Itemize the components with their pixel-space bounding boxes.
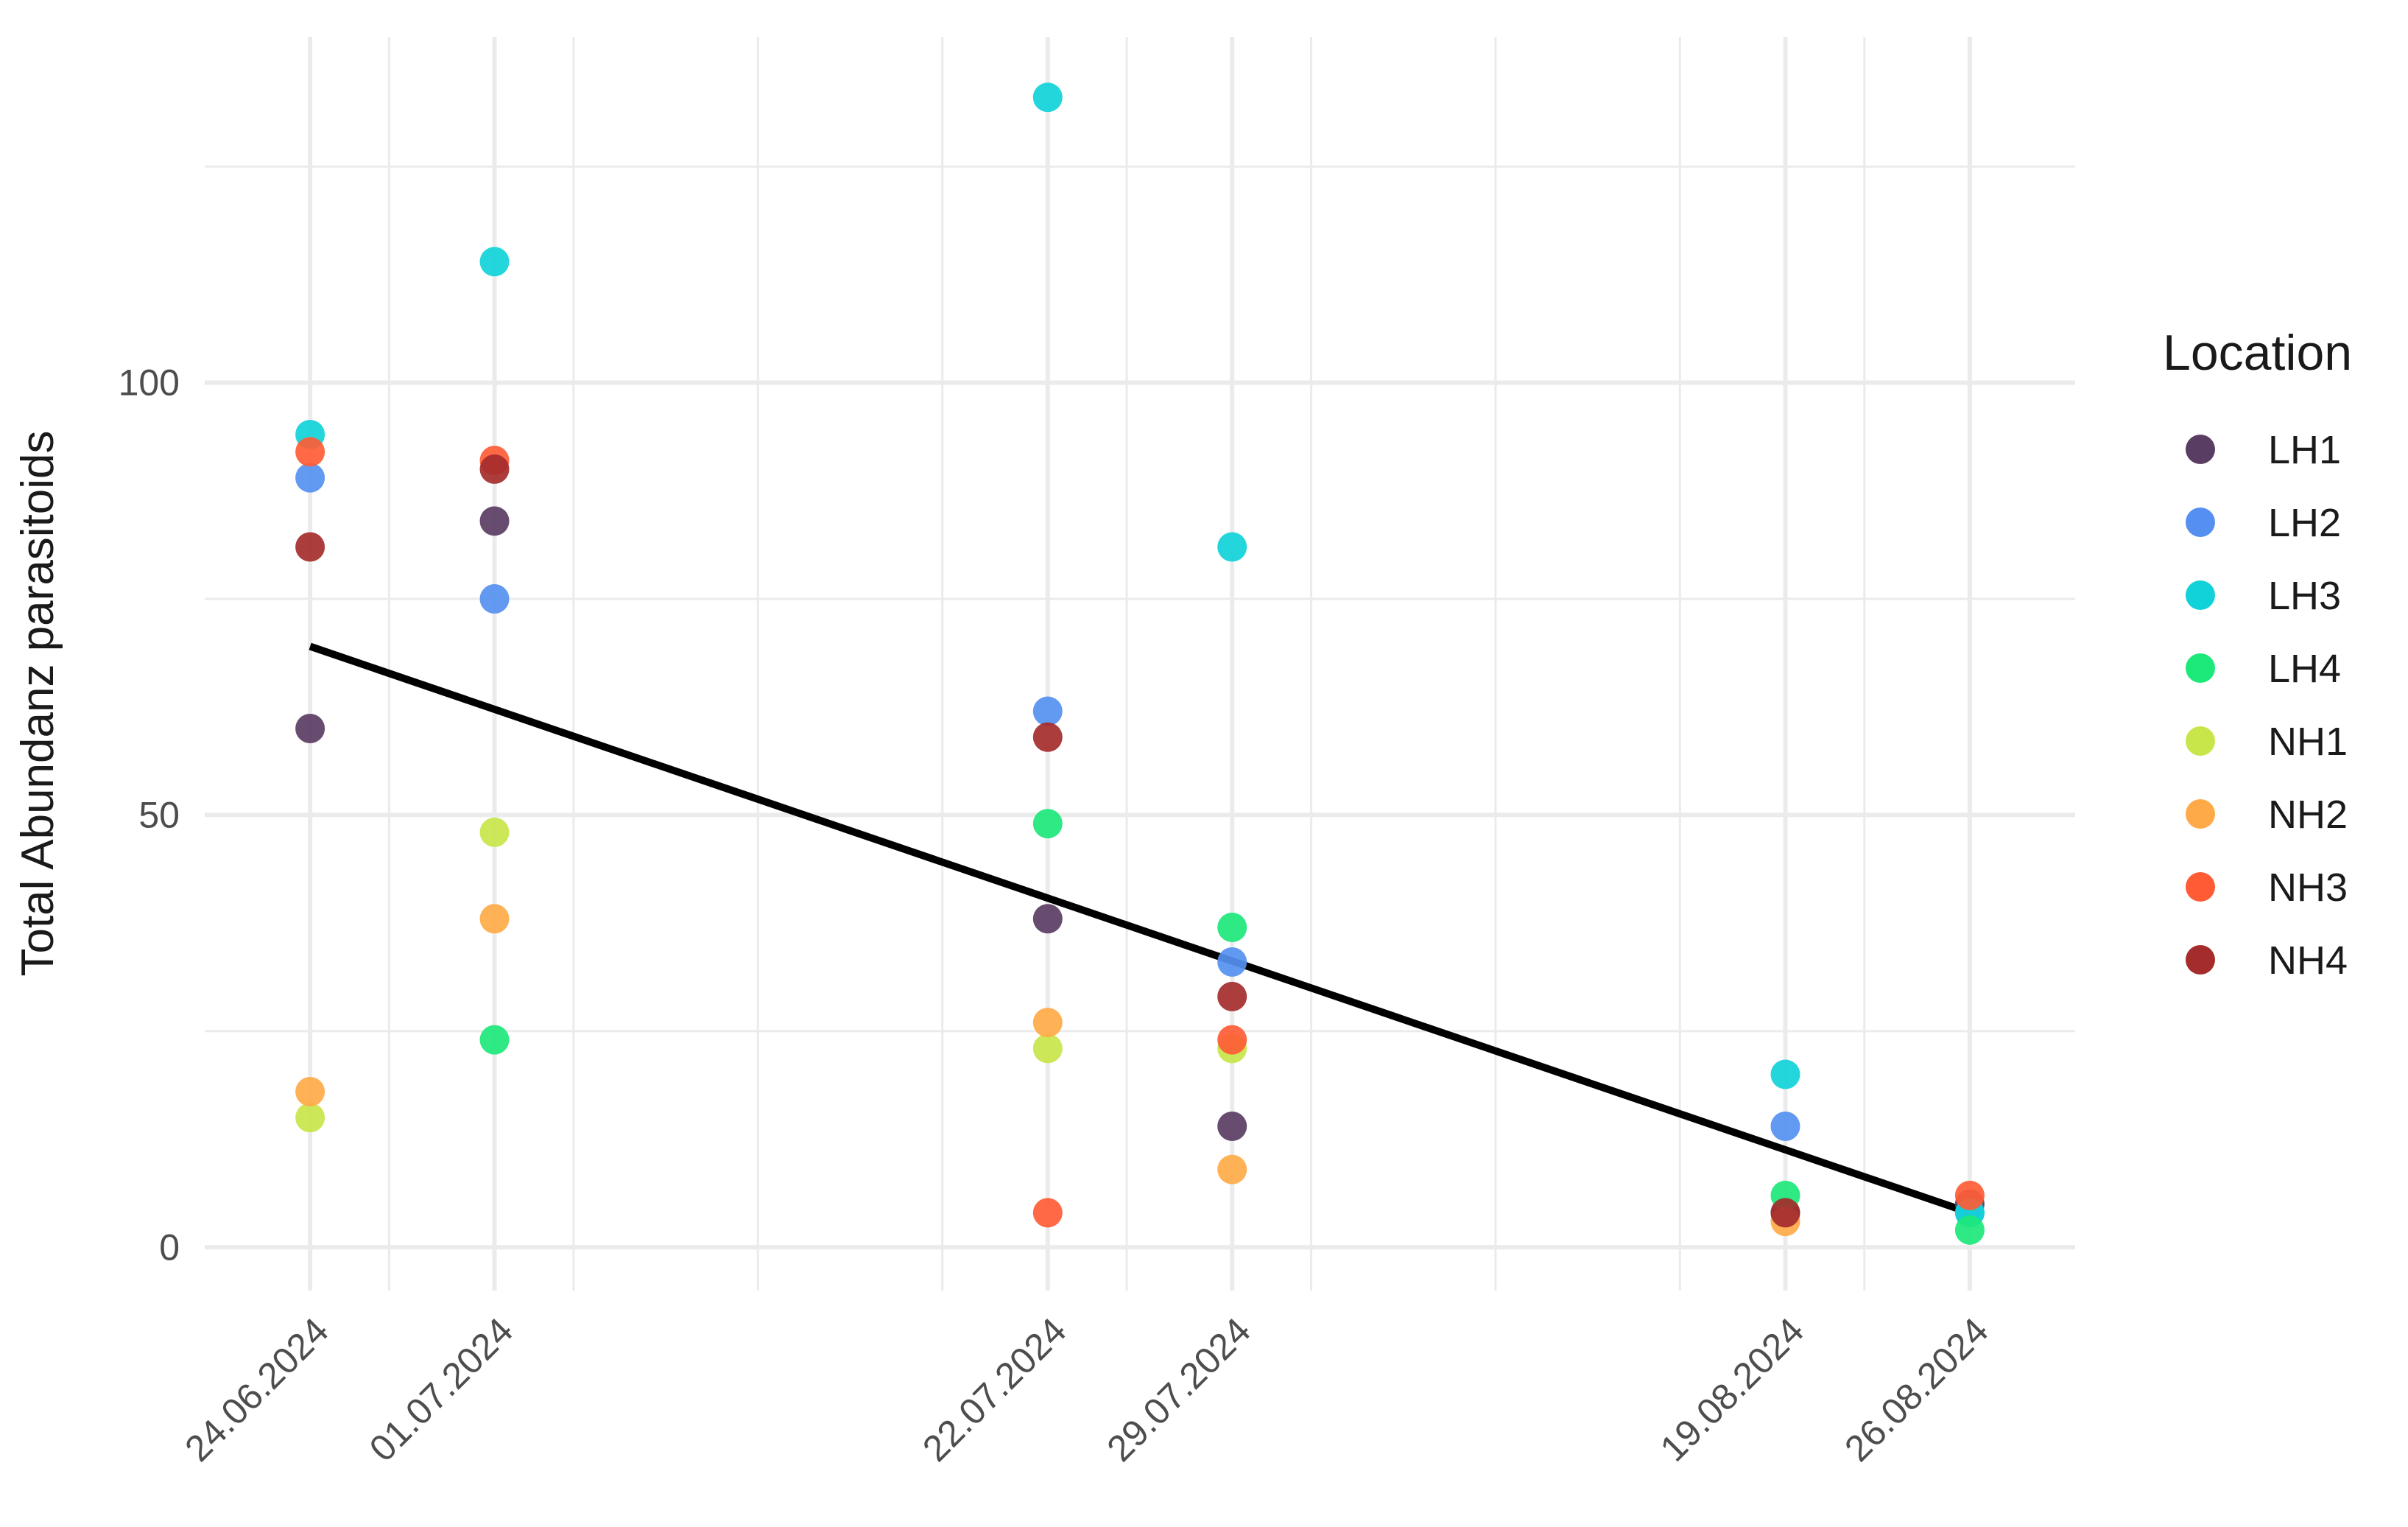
point-nh2 <box>295 1077 325 1107</box>
x-tick-label: 22.07.2024 <box>915 1310 1074 1470</box>
legend-label-nh3: NH3 <box>2268 866 2348 910</box>
point-lh3 <box>1217 532 1247 562</box>
point-lh1 <box>479 506 510 536</box>
legend-label-nh2: NH2 <box>2268 793 2348 837</box>
legend-key-lh3 <box>2186 580 2215 610</box>
y-axis-title: Total Abundanz parasitoids <box>13 430 63 976</box>
point-nh2 <box>1032 1008 1063 1038</box>
y-tick-label: 0 <box>159 1226 180 1268</box>
point-lh4 <box>479 1025 510 1055</box>
y-tick-label: 50 <box>138 794 180 835</box>
point-nh4 <box>1032 722 1063 752</box>
point-lh3 <box>1032 83 1063 113</box>
point-lh4 <box>1217 913 1247 943</box>
y-tick-label: 100 <box>119 362 180 404</box>
point-nh1 <box>295 1103 325 1133</box>
point-nh3 <box>295 437 325 467</box>
point-nh2 <box>479 904 510 934</box>
point-lh2 <box>1032 696 1063 726</box>
point-nh1 <box>1032 1033 1063 1064</box>
point-lh2 <box>295 463 325 493</box>
x-tick-label: 19.08.2024 <box>1652 1310 1812 1470</box>
x-tick-label: 29.07.2024 <box>1099 1310 1258 1470</box>
legend-items: LH1 LH2 LH3 LH4 NH1 NH2 NH3 NH4 <box>2186 428 2348 983</box>
point-nh4 <box>295 532 325 562</box>
point-nh2 <box>1217 1154 1247 1184</box>
x-tick-label: 26.08.2024 <box>1837 1310 1996 1470</box>
legend-key-nh4 <box>2186 945 2215 975</box>
legend-label-lh3: LH3 <box>2268 574 2341 618</box>
legend-label-lh1: LH1 <box>2268 428 2341 472</box>
legend-key-lh4 <box>2186 653 2215 683</box>
trend-line <box>309 642 1971 1217</box>
legend-key-nh3 <box>2186 872 2215 902</box>
legend: Location LH1 LH2 LH3 LH4 NH1 NH2 NH3 NH4 <box>2163 325 2352 983</box>
point-lh3 <box>1770 1059 1800 1089</box>
point-nh1 <box>479 817 510 847</box>
legend-label-nh4: NH4 <box>2268 938 2348 983</box>
point-nh4 <box>479 454 510 484</box>
point-lh4 <box>1954 1215 1985 1245</box>
point-lh2 <box>479 583 510 614</box>
point-lh2 <box>1770 1111 1800 1141</box>
point-nh3 <box>1954 1180 1985 1210</box>
data-points <box>295 83 1985 1245</box>
point-lh2 <box>1217 947 1247 977</box>
point-lh1 <box>295 714 325 744</box>
trend-line-group <box>309 642 1971 1217</box>
x-axis-ticks: 24.06.2024 01.07.2024 22.07.2024 29.07.2024… <box>177 1310 1996 1470</box>
point-nh4 <box>1770 1198 1800 1228</box>
y-axis-ticks: 0 50 100 <box>119 362 180 1268</box>
legend-key-lh2 <box>2186 508 2215 537</box>
point-nh3 <box>1032 1198 1063 1228</box>
point-lh4 <box>1032 809 1063 839</box>
point-lh1 <box>1217 1111 1247 1141</box>
legend-label-nh1: NH1 <box>2268 720 2348 764</box>
legend-key-nh2 <box>2186 799 2215 829</box>
grid-lines <box>205 37 2075 1291</box>
legend-label-lh4: LH4 <box>2268 647 2341 691</box>
point-lh3 <box>479 247 510 277</box>
legend-label-lh2: LH2 <box>2268 501 2341 545</box>
point-nh4 <box>1217 981 1247 1011</box>
legend-key-lh1 <box>2186 435 2215 464</box>
point-lh1 <box>1032 904 1063 934</box>
legend-title: Location <box>2163 325 2352 381</box>
x-tick-label: 01.07.2024 <box>362 1310 521 1470</box>
x-tick-label: 24.06.2024 <box>177 1310 337 1470</box>
point-nh3 <box>1217 1025 1247 1055</box>
legend-key-nh1 <box>2186 726 2215 756</box>
